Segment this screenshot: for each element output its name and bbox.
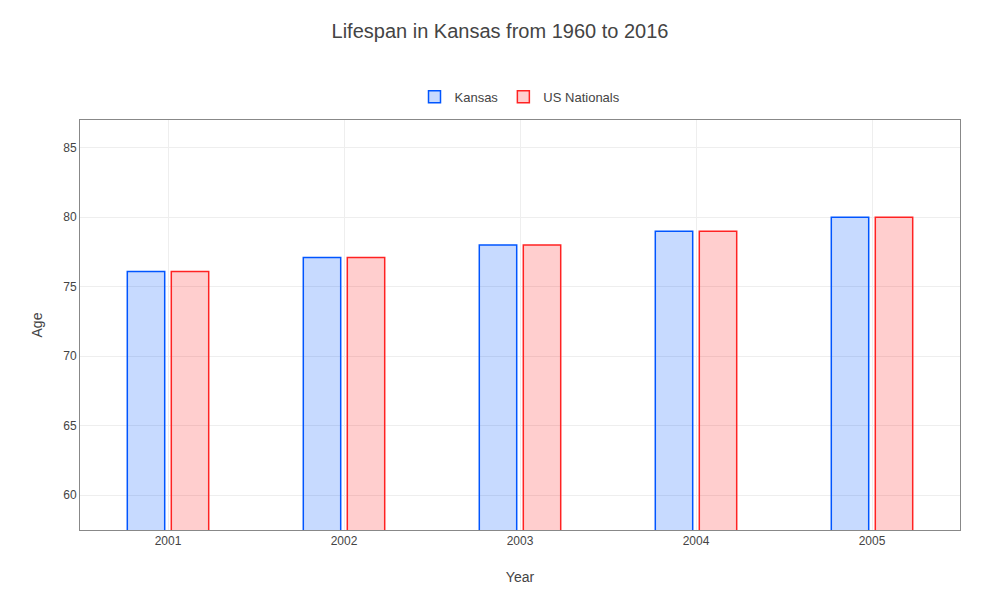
- svg-text:Kansas: Kansas: [455, 90, 499, 105]
- svg-text:Age: Age: [29, 312, 45, 337]
- svg-text:2005: 2005: [859, 534, 886, 548]
- svg-text:2002: 2002: [331, 534, 358, 548]
- svg-text:80: 80: [63, 210, 77, 224]
- svg-text:60: 60: [63, 488, 77, 502]
- svg-text:2001: 2001: [155, 534, 182, 548]
- svg-text:2004: 2004: [683, 534, 710, 548]
- svg-text:Year: Year: [506, 569, 535, 585]
- svg-text:2003: 2003: [507, 534, 534, 548]
- svg-text:70: 70: [63, 349, 77, 363]
- svg-text:US Nationals: US Nationals: [543, 90, 619, 105]
- svg-text:65: 65: [63, 419, 77, 433]
- svg-text:75: 75: [63, 280, 77, 294]
- svg-text:85: 85: [63, 141, 77, 155]
- svg-text:Lifespan in Kansas from 1960 t: Lifespan in Kansas from 1960 to 2016: [332, 20, 669, 42]
